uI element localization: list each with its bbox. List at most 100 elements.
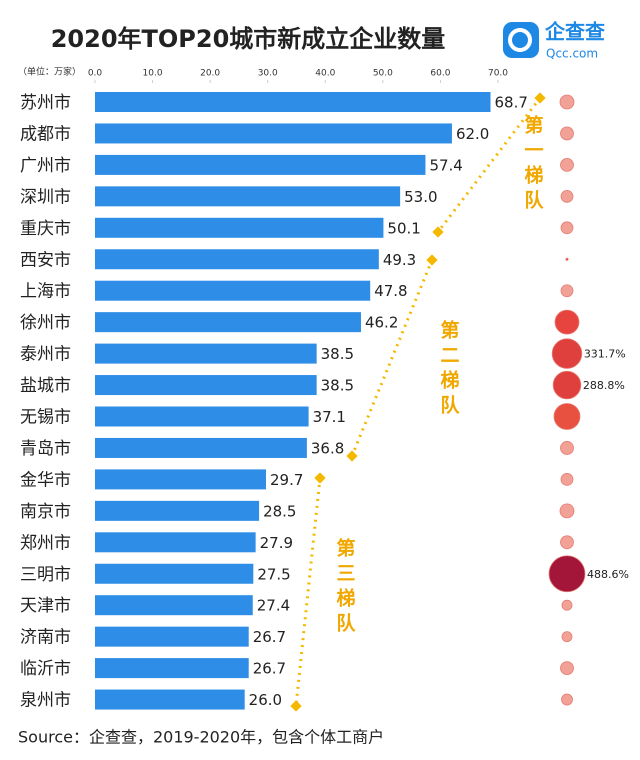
x-tick-label: 20.0 — [200, 69, 220, 79]
logo-icon-ring — [508, 28, 532, 52]
tier-marker — [314, 472, 326, 484]
category-label: 成都市 — [20, 124, 71, 144]
growth-bubble — [552, 370, 582, 400]
bar — [95, 595, 253, 616]
value-label: 26.7 — [253, 660, 286, 678]
value-label: 53.0 — [404, 188, 437, 206]
bar — [95, 406, 309, 427]
unit-label: （单位：万家） — [18, 66, 81, 78]
bar — [95, 375, 317, 396]
bar — [95, 154, 426, 175]
bar — [95, 280, 371, 301]
category-label: 徐州市 — [20, 313, 71, 333]
bar — [95, 343, 317, 364]
growth-bubble — [559, 94, 575, 110]
growth-label: 488.6% — [587, 568, 629, 581]
value-label: 26.7 — [253, 628, 286, 646]
bar — [95, 123, 452, 144]
value-label: 62.0 — [456, 125, 489, 143]
tier-markers — [290, 92, 546, 712]
tier-marker — [346, 450, 358, 462]
category-label: 盐城市 — [20, 376, 71, 396]
bar — [95, 437, 307, 458]
growth-bubble — [553, 403, 581, 430]
category-label: 深圳市 — [20, 187, 71, 207]
value-label: 38.5 — [321, 345, 354, 363]
tier-marker — [290, 700, 302, 712]
value-label: 27.9 — [260, 534, 293, 552]
value-label: 29.7 — [270, 471, 303, 489]
source-note: Source：企查查，2019-2020年，包含个体工商户 — [18, 728, 384, 747]
growth-label: 288.8% — [583, 379, 625, 392]
bar — [95, 469, 266, 490]
value-label: 47.8 — [374, 282, 407, 300]
growth-bubble — [560, 126, 574, 141]
growth-bubble — [560, 535, 574, 550]
chart-title: 2020年TOP20城市新成立企业数量 — [51, 25, 446, 53]
category-label: 金华市 — [20, 470, 71, 490]
category-label: 青岛市 — [20, 439, 71, 459]
tier-marker — [432, 226, 444, 238]
x-tick-label: 50.0 — [373, 69, 393, 79]
value-label: 27.4 — [257, 597, 290, 615]
growth-bubble — [561, 631, 573, 643]
value-label: 49.3 — [383, 251, 416, 269]
value-label: 38.5 — [321, 377, 354, 395]
tier-label: 第三梯队 — [334, 537, 356, 638]
logo-icon — [503, 22, 539, 58]
value-label: 27.5 — [257, 565, 290, 583]
x-tick-label: 0.0 — [88, 69, 103, 79]
bar — [95, 92, 491, 112]
bar — [95, 563, 254, 584]
bar — [95, 217, 384, 238]
value-label: 57.4 — [429, 156, 462, 174]
category-label: 临沂市 — [20, 659, 71, 679]
tier-marker — [426, 254, 438, 266]
bar — [95, 312, 361, 333]
category-label: 郑州市 — [20, 533, 71, 553]
category-label: 无锡市 — [20, 408, 71, 428]
growth-bubble — [560, 441, 574, 455]
tier-line — [436, 97, 542, 233]
category-label: 重庆市 — [20, 219, 71, 239]
tier-line — [350, 259, 434, 457]
bar — [95, 500, 260, 521]
bar — [95, 689, 245, 710]
value-label: 36.8 — [311, 439, 344, 457]
growth-bubble — [561, 599, 573, 611]
value-label: 37.1 — [313, 408, 346, 426]
growth-bubble — [560, 221, 574, 235]
growth-label: 331.7% — [584, 348, 626, 361]
growth-bubble — [548, 555, 586, 593]
tier-lines — [294, 97, 542, 707]
tier-label: 第一梯队 — [522, 114, 544, 215]
growth-bubble — [560, 473, 574, 486]
growth-bubble — [560, 284, 574, 298]
bar — [95, 186, 401, 207]
category-label: 泉州市 — [20, 691, 71, 711]
x-tick-label: 60.0 — [430, 69, 450, 79]
value-label: 68.7 — [495, 94, 528, 112]
bar — [95, 532, 256, 553]
category-label: 三明市 — [20, 565, 71, 585]
value-label: 46.2 — [365, 314, 398, 332]
x-tick-label: 10.0 — [143, 69, 163, 79]
growth-bubble — [559, 503, 575, 519]
growth-bubble — [560, 189, 574, 203]
growth-bubble — [554, 309, 580, 335]
x-tick-label: 70.0 — [488, 69, 508, 79]
bar — [95, 249, 379, 270]
growth-bubble — [551, 338, 583, 369]
category-label: 天津市 — [20, 596, 71, 616]
x-tick-label: 40.0 — [315, 69, 335, 79]
logo-name: 企查查 — [544, 20, 605, 44]
x-tick-label: 30.0 — [258, 69, 278, 79]
value-label: 28.5 — [263, 502, 296, 520]
category-label: 西安市 — [20, 250, 71, 270]
category-label: 南京市 — [20, 502, 71, 522]
value-label: 50.1 — [387, 219, 420, 237]
growth-bubble — [560, 661, 574, 676]
category-label: 上海市 — [20, 282, 71, 302]
growth-bubble — [560, 157, 574, 172]
growth-bubble — [565, 257, 569, 261]
